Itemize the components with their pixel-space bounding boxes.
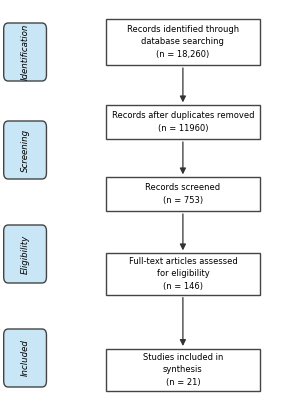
Text: Screening: Screening [21, 128, 30, 172]
Text: Records after duplicates removed
(n = 11960): Records after duplicates removed (n = 11… [112, 111, 254, 133]
FancyBboxPatch shape [106, 349, 260, 391]
Text: Records identified through
database searching
(n = 18,260): Records identified through database sear… [127, 25, 239, 59]
FancyBboxPatch shape [106, 253, 260, 295]
FancyBboxPatch shape [4, 329, 47, 387]
FancyBboxPatch shape [4, 121, 47, 179]
Text: Included: Included [21, 340, 30, 376]
FancyBboxPatch shape [4, 225, 47, 283]
Text: Studies included in
synthesis
(n = 21): Studies included in synthesis (n = 21) [143, 353, 223, 387]
FancyBboxPatch shape [106, 177, 260, 211]
Text: Full-text articles assessed
for eligibility
(n = 146): Full-text articles assessed for eligibil… [129, 257, 237, 291]
Text: Identification: Identification [21, 24, 30, 80]
FancyBboxPatch shape [106, 105, 260, 139]
Text: Records screened
(n = 753): Records screened (n = 753) [145, 183, 220, 205]
Text: Eligibility: Eligibility [21, 234, 30, 274]
FancyBboxPatch shape [4, 23, 47, 81]
FancyBboxPatch shape [106, 19, 260, 65]
